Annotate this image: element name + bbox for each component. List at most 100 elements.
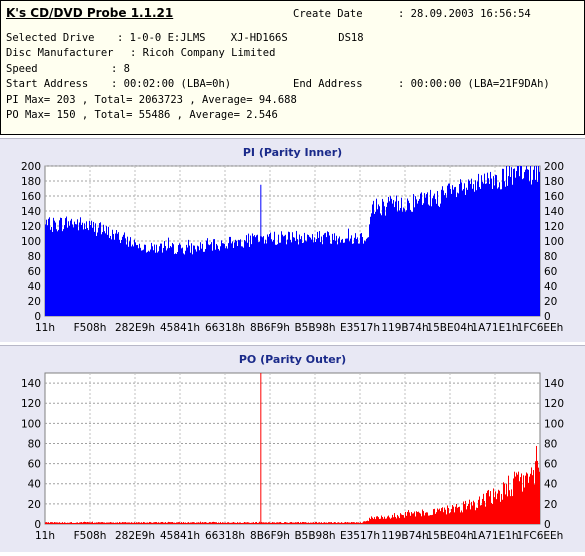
data-bar	[278, 234, 279, 316]
data-bar	[97, 232, 98, 316]
data-bar	[224, 243, 225, 316]
data-bar	[217, 523, 218, 524]
data-bar	[446, 514, 447, 524]
data-bar	[172, 242, 173, 316]
data-bar	[170, 246, 171, 316]
data-bar	[197, 245, 198, 316]
data-bar	[413, 194, 414, 316]
data-bar	[133, 246, 134, 316]
data-bar	[301, 236, 302, 316]
data-bar	[333, 239, 334, 316]
data-bar	[511, 167, 512, 316]
data-bar	[317, 231, 318, 316]
data-bar	[343, 242, 344, 316]
data-bar	[218, 248, 219, 316]
data-bar	[231, 522, 232, 524]
data-bar	[285, 522, 286, 524]
data-bar	[147, 522, 148, 524]
data-bar	[359, 522, 360, 524]
data-bar	[458, 507, 459, 524]
data-bar	[385, 215, 386, 316]
data-bar	[375, 519, 376, 524]
data-bar	[535, 461, 536, 524]
data-bar	[494, 185, 495, 316]
data-bar	[522, 179, 523, 316]
data-bar	[493, 176, 494, 316]
data-bar	[348, 522, 349, 524]
data-bar	[481, 175, 482, 316]
data-bar	[521, 166, 522, 316]
data-bar	[307, 234, 308, 316]
data-bar	[423, 511, 424, 524]
data-bar	[145, 244, 146, 316]
data-bar	[55, 522, 56, 524]
data-bar	[69, 522, 70, 524]
data-bar	[454, 512, 455, 524]
data-bar	[519, 176, 520, 316]
data-bar	[520, 166, 521, 316]
data-bar	[427, 512, 428, 524]
data-bar	[472, 505, 473, 524]
data-bar	[355, 522, 356, 524]
data-bar	[112, 522, 113, 524]
data-bar	[468, 503, 469, 524]
data-bar	[508, 475, 509, 524]
data-bar	[305, 240, 306, 316]
data-bar	[147, 251, 148, 316]
data-bar	[402, 514, 403, 524]
data-bar	[400, 513, 401, 524]
data-bar	[312, 234, 313, 316]
data-bar	[51, 226, 52, 316]
data-bar	[415, 516, 416, 524]
data-bar	[67, 522, 68, 524]
data-bar	[443, 190, 444, 316]
data-bar	[376, 198, 377, 316]
chart-title: PO (Parity Outer)	[239, 353, 346, 366]
data-bar	[373, 518, 374, 524]
data-bar	[234, 242, 235, 316]
data-bar	[373, 200, 374, 316]
data-bar	[45, 522, 46, 524]
data-bar	[62, 522, 63, 524]
data-bar	[397, 514, 398, 524]
data-bar	[211, 522, 212, 524]
data-bar	[207, 522, 208, 524]
data-bar	[442, 507, 443, 524]
data-bar	[228, 243, 229, 316]
data-bar	[121, 239, 122, 316]
data-bar	[247, 242, 248, 316]
data-bar	[529, 181, 530, 316]
data-bar	[233, 522, 234, 524]
data-bar	[394, 513, 395, 524]
data-bar	[215, 522, 216, 524]
data-bar	[52, 522, 53, 524]
data-bar	[538, 467, 539, 524]
data-bar	[53, 522, 54, 524]
x-tick-label: 66318h	[205, 322, 245, 334]
data-bar	[80, 217, 81, 316]
data-bar	[144, 244, 145, 316]
data-bar	[383, 201, 384, 316]
data-bar	[533, 169, 534, 316]
data-bar	[220, 522, 221, 524]
data-bar	[57, 231, 58, 316]
data-bar	[153, 522, 154, 524]
data-bar	[252, 522, 253, 524]
data-bar	[62, 231, 63, 316]
data-bar	[68, 522, 69, 524]
data-bar	[171, 522, 172, 524]
data-bar	[205, 522, 206, 524]
data-bar	[122, 522, 123, 524]
data-bar	[180, 523, 181, 524]
data-bar	[477, 181, 478, 316]
data-bar	[505, 494, 506, 524]
data-bar	[347, 238, 348, 316]
data-bar	[486, 183, 487, 316]
data-bar	[439, 207, 440, 316]
data-bar	[115, 233, 116, 316]
data-bar	[539, 471, 540, 524]
data-bar	[193, 522, 194, 524]
data-bar	[404, 517, 405, 524]
data-bar	[388, 196, 389, 316]
data-bar	[421, 516, 422, 524]
